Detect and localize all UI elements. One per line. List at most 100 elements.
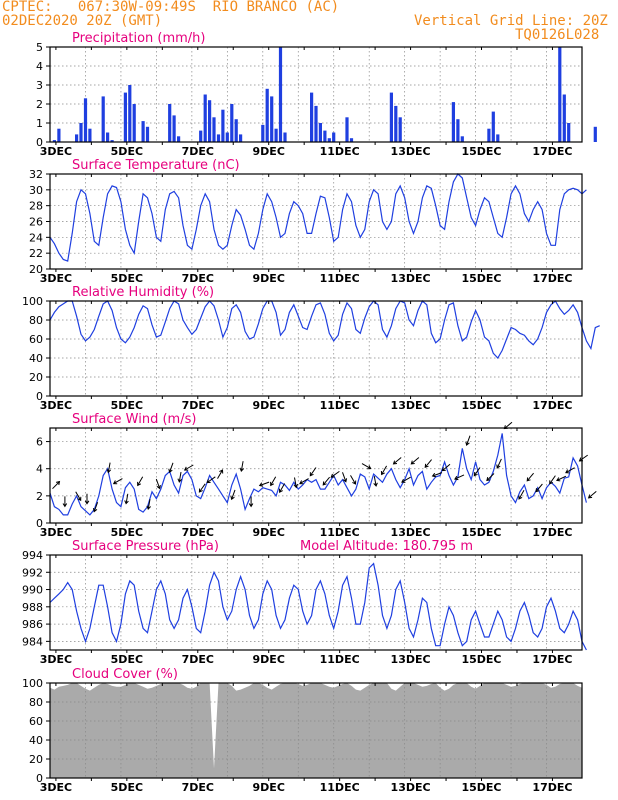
x-date-label: 9DEC [253,526,285,539]
y-tick-label: 0 [36,390,43,403]
wind-direction-arrow [587,491,597,499]
wind-direction-arrow [535,483,543,493]
wind-direction-arrow [424,459,432,469]
x-date-label: 7DEC [182,781,214,794]
y-tick-label: 988 [22,601,43,614]
wind-direction-arrow [309,467,317,477]
x-date-label: 5DEC [111,653,143,666]
x-date-label: 15DEC [461,272,501,285]
wind-direction-arrow [177,472,182,483]
x-date-label: 5DEC [111,145,143,158]
precip-bar [491,111,495,142]
y-tick-label: 60 [29,715,43,728]
precip-bar [558,47,562,142]
humidity-line [49,300,600,359]
x-date-label: 5DEC [111,526,143,539]
precip-bar [101,96,105,142]
precip-bar [318,123,322,142]
y-tick-label: 4 [36,463,43,476]
header-model-code: TQ0126L028 [515,27,600,43]
y-tick-label: 26 [29,216,43,229]
wind-direction-arrow [84,493,90,505]
wind-direction-arrow [454,474,465,481]
precip-bar [270,96,274,142]
wind-direction-arrow [75,491,82,502]
x-date-label: 9DEC [253,653,285,666]
precip-bar [332,132,336,142]
precip-bar [398,117,402,142]
y-tick-label: 2 [36,98,43,111]
x-date-label: 17DEC [532,399,572,412]
x-date-label: 9DEC [253,781,285,794]
wind-direction-arrow [155,478,161,490]
x-date-label: 3DEC [40,399,72,412]
precip-bar [345,117,349,142]
y-tick-label: 0 [36,136,43,149]
wind-direction-arrow [565,467,575,474]
y-tick-label: 22 [29,247,43,260]
x-date-label: 7DEC [182,272,214,285]
x-date-label: 17DEC [532,781,572,794]
wind-direction-arrow [465,435,471,446]
panel-frame [49,46,583,143]
panel-frame [49,427,583,524]
y-tick-label: 6 [36,436,43,449]
precip-bar [110,140,114,142]
y-tick-label: 40 [29,734,43,747]
wind-direction-arrow [361,463,372,470]
precip-bar [230,104,234,142]
precip-bar [88,128,92,142]
wind-direction-arrow [62,496,68,508]
panel-title: Surface Pressure (hPa) [72,539,219,554]
wind-direction-arrow [518,490,525,500]
header-grid-note: Vertical Grid Line: 20Z [414,13,608,29]
temperature-line [49,173,587,262]
x-date-label: 15DEC [461,526,501,539]
x-date-label: 13DEC [391,145,431,158]
precip-bar [79,123,83,142]
x-date-label: 17DEC [532,526,572,539]
y-tick-label: 986 [22,618,43,631]
x-date-label: 9DEC [253,272,285,285]
wind-direction-arrow [230,489,236,501]
wind-direction-arrow [217,469,224,479]
wind-direction-arrow [146,499,151,511]
precip-bar [567,123,571,142]
y-tick-label: 0 [36,772,43,785]
wind-direction-arrow [441,463,451,472]
precip-bar [283,132,287,142]
precip-bar [212,117,216,142]
wind-direction-arrow [92,502,99,513]
panel-title: Relative Humidity (%) [72,285,214,300]
precip-bar [327,138,331,142]
x-date-label: 15DEC [461,145,501,158]
precip-bar [208,100,212,142]
precip-bar [562,94,566,142]
wind-direction-arrow [258,481,270,487]
wind-direction-arrow [401,476,411,483]
wind-direction-arrow [124,493,129,505]
y-tick-label: 32 [29,168,43,181]
precip-bar [216,134,221,142]
wind-direction-arrow [52,480,61,490]
precip-bar [261,124,265,142]
wind-direction-arrow [473,467,481,477]
wind-direction-arrow [322,476,330,486]
precip-bar [456,119,460,142]
precip-bar [199,130,203,142]
y-tick-label: 5 [36,41,43,54]
panel-title: Surface Temperature (nC) [72,158,240,173]
precip-bar [123,92,127,142]
precip-bar [177,136,181,142]
x-date-label: 17DEC [532,145,572,158]
x-date-label: 9DEC [253,399,285,412]
wind-direction-arrow [206,476,216,484]
precip-bar [83,98,88,142]
precip-bar [593,126,597,142]
wind-direction-arrow [137,476,144,487]
wind-direction-arrow [112,478,123,485]
y-tick-label: 984 [22,635,43,648]
x-date-label: 13DEC [391,653,431,666]
header-station: RIO BRANCO (AC) [212,0,340,15]
precip-bar [168,104,172,142]
